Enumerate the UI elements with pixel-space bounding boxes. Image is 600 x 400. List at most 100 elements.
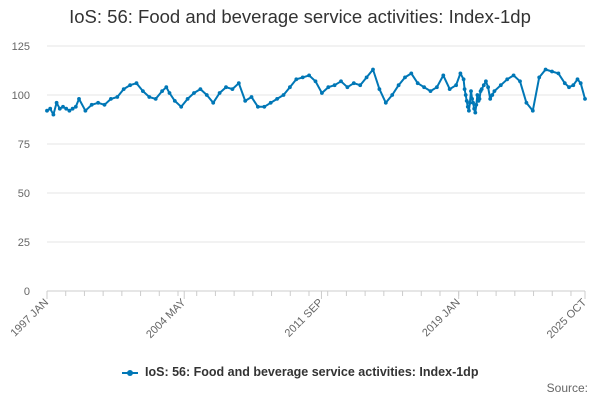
data-point[interactable] [57, 106, 62, 111]
data-point[interactable] [583, 97, 587, 101]
data-point[interactable] [488, 97, 493, 101]
data-point[interactable] [83, 108, 88, 113]
data-point[interactable] [268, 100, 273, 105]
data-point[interactable] [217, 91, 222, 95]
data-point[interactable] [351, 81, 356, 86]
data-point[interactable] [422, 85, 426, 90]
data-point[interactable] [518, 79, 522, 84]
data-point[interactable] [160, 89, 165, 93]
data-point[interactable] [484, 79, 488, 84]
data-point[interactable] [109, 97, 113, 101]
data-point[interactable] [230, 87, 235, 91]
data-point[interactable] [511, 73, 516, 78]
data-point[interactable] [537, 75, 542, 80]
data-point[interactable] [332, 83, 337, 88]
data-point[interactable] [486, 85, 490, 90]
data-point[interactable] [288, 85, 292, 90]
data-point[interactable] [326, 85, 331, 90]
data-point[interactable] [147, 95, 152, 99]
data-point[interactable] [121, 87, 126, 91]
data-point[interactable] [396, 83, 401, 88]
data-point[interactable] [102, 102, 107, 107]
data-point[interactable] [51, 112, 56, 117]
data-point[interactable] [470, 97, 474, 101]
data-point[interactable] [236, 81, 241, 86]
data-point[interactable] [428, 89, 433, 93]
data-point[interactable] [472, 106, 477, 111]
data-point[interactable] [256, 104, 260, 109]
data-point[interactable] [192, 91, 196, 95]
data-point[interactable] [164, 85, 169, 90]
data-point[interactable] [458, 71, 463, 76]
data-point[interactable] [61, 104, 65, 109]
data-point[interactable] [281, 93, 286, 97]
data-point[interactable] [294, 77, 299, 82]
data-point[interactable] [490, 93, 495, 97]
data-point[interactable] [498, 83, 503, 88]
data-point[interactable] [383, 100, 388, 105]
data-point[interactable] [578, 81, 583, 86]
data-point[interactable] [505, 77, 510, 82]
data-point[interactable] [454, 83, 458, 88]
data-point[interactable] [471, 100, 475, 105]
data-point[interactable] [345, 85, 350, 90]
data-point[interactable] [54, 100, 59, 105]
data-point[interactable] [364, 75, 369, 80]
legend[interactable]: IoS: 56: Food and beverage service activ… [0, 365, 600, 379]
data-point[interactable] [543, 67, 548, 72]
data-point[interactable] [447, 87, 452, 91]
data-point[interactable] [70, 106, 75, 111]
data-point[interactable] [300, 75, 305, 80]
data-point[interactable] [481, 83, 486, 88]
data-point[interactable] [167, 91, 172, 95]
data-point[interactable] [415, 81, 420, 86]
data-point[interactable] [477, 97, 482, 101]
data-point[interactable] [371, 67, 375, 72]
data-point[interactable] [461, 77, 466, 82]
data-point[interactable] [550, 69, 554, 74]
data-point[interactable] [224, 85, 228, 90]
data-point[interactable] [403, 75, 407, 80]
data-point[interactable] [275, 97, 279, 101]
data-point[interactable] [556, 71, 561, 76]
data-point[interactable] [465, 104, 470, 109]
data-point[interactable] [48, 106, 53, 111]
data-point[interactable] [134, 81, 139, 86]
data-point[interactable] [468, 100, 472, 105]
data-point[interactable] [249, 95, 254, 99]
data-point[interactable] [463, 93, 468, 97]
data-point[interactable] [313, 79, 318, 84]
data-point[interactable] [339, 79, 343, 84]
data-point[interactable] [435, 85, 439, 90]
data-point[interactable] [153, 97, 158, 101]
data-point[interactable] [567, 85, 571, 90]
data-point[interactable] [524, 100, 529, 105]
data-point[interactable] [464, 99, 469, 103]
data-point[interactable] [89, 102, 94, 107]
data-point[interactable] [172, 99, 177, 103]
data-point[interactable] [571, 83, 576, 88]
data-point[interactable] [409, 71, 414, 76]
data-point[interactable] [141, 89, 145, 93]
data-point[interactable] [474, 102, 479, 107]
data-point[interactable] [45, 108, 49, 113]
data-point[interactable] [441, 73, 446, 78]
data-point[interactable] [73, 104, 78, 109]
data-point[interactable] [320, 91, 324, 95]
data-point[interactable] [67, 108, 72, 113]
data-point[interactable] [179, 104, 184, 109]
data-point[interactable] [467, 108, 471, 113]
data-point[interactable] [64, 106, 69, 111]
data-point[interactable] [96, 100, 100, 105]
data-point[interactable] [475, 93, 480, 97]
data-point[interactable] [479, 87, 484, 91]
data-point[interactable] [198, 87, 203, 91]
data-point[interactable] [185, 97, 190, 101]
data-point[interactable] [115, 95, 120, 99]
data-point[interactable] [77, 97, 81, 101]
data-point[interactable] [575, 77, 580, 82]
data-point[interactable] [262, 104, 267, 109]
data-point[interactable] [358, 83, 363, 88]
data-point[interactable] [462, 87, 467, 91]
data-point[interactable] [307, 73, 311, 78]
